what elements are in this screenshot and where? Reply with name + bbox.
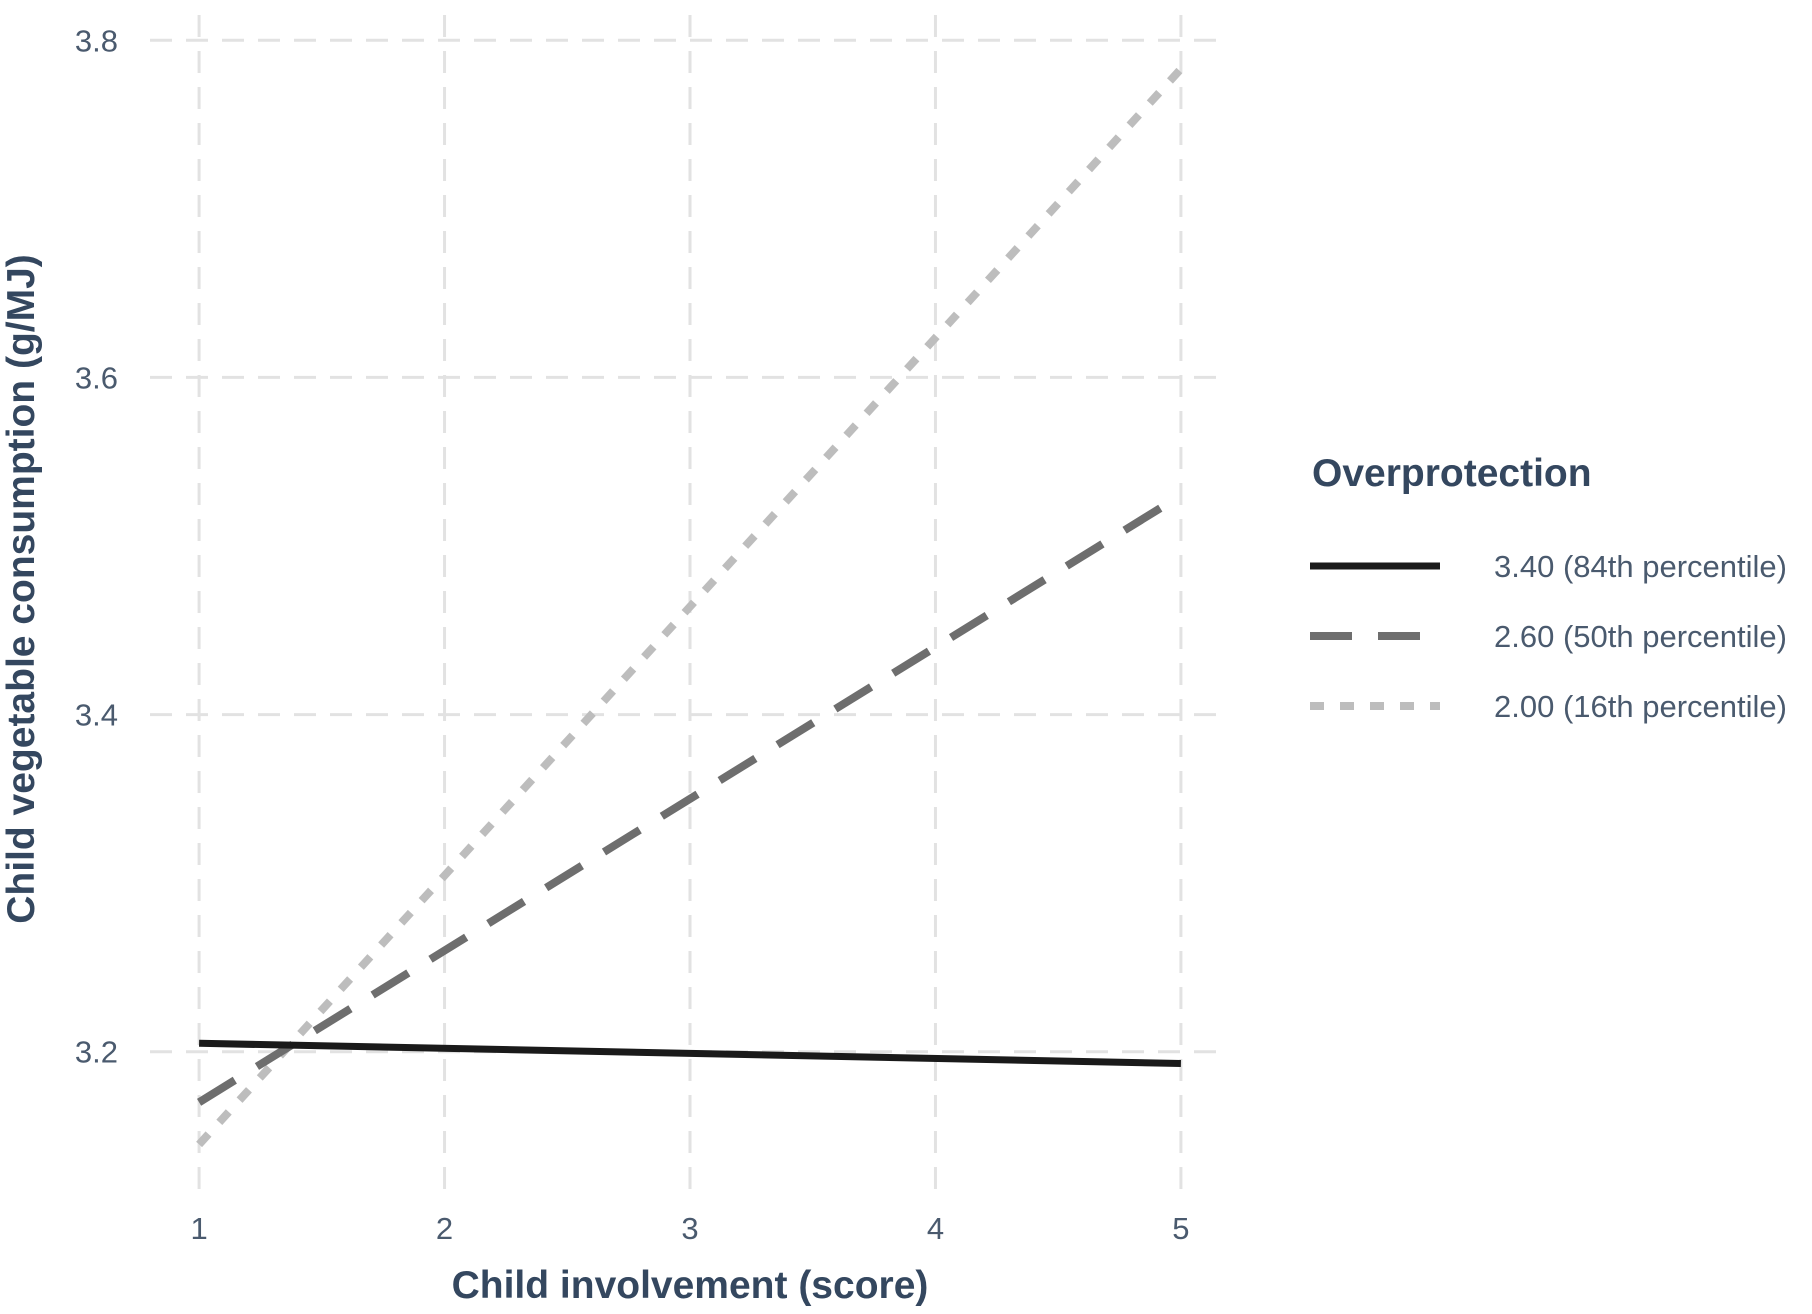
y-tick-label: 3.6 — [75, 360, 118, 395]
x-tick-label: 2 — [436, 1211, 453, 1246]
legend-label-2: 2.60 (50th percentile) — [1494, 619, 1787, 654]
legend-items: 3.40 (84th percentile) 2.60 (50th percent… — [1310, 549, 1787, 724]
series-lines — [196, 66, 1184, 1148]
legend: Overprotection 3.40 (84th percentile) 2.6… — [1310, 452, 1787, 724]
y-tick-label: 3.2 — [75, 1035, 118, 1070]
y-tick-label: 3.8 — [75, 23, 118, 58]
legend-label-1: 3.40 (84th percentile) — [1494, 549, 1787, 584]
legend-title: Overprotection — [1312, 452, 1592, 495]
legend-label-3: 2.00 (16th percentile) — [1494, 689, 1787, 724]
y-axis-title: Child vegetable consumption (g/MJ) — [0, 254, 43, 924]
series-line-1 — [199, 1039, 1181, 1068]
series-line-2 — [196, 492, 1184, 1106]
axis-ticks: 1 2 3 4 5 3.2 3.4 3.6 3.8 — [75, 23, 1190, 1246]
x-axis-title: Child involvement (score) — [452, 1264, 929, 1307]
x-tick-label: 4 — [927, 1211, 944, 1246]
y-tick-label: 3.4 — [75, 698, 118, 733]
x-tick-label: 3 — [681, 1211, 698, 1246]
series-line-3 — [196, 66, 1184, 1148]
x-tick-label: 5 — [1172, 1211, 1189, 1246]
x-tick-label: 1 — [190, 1211, 207, 1246]
